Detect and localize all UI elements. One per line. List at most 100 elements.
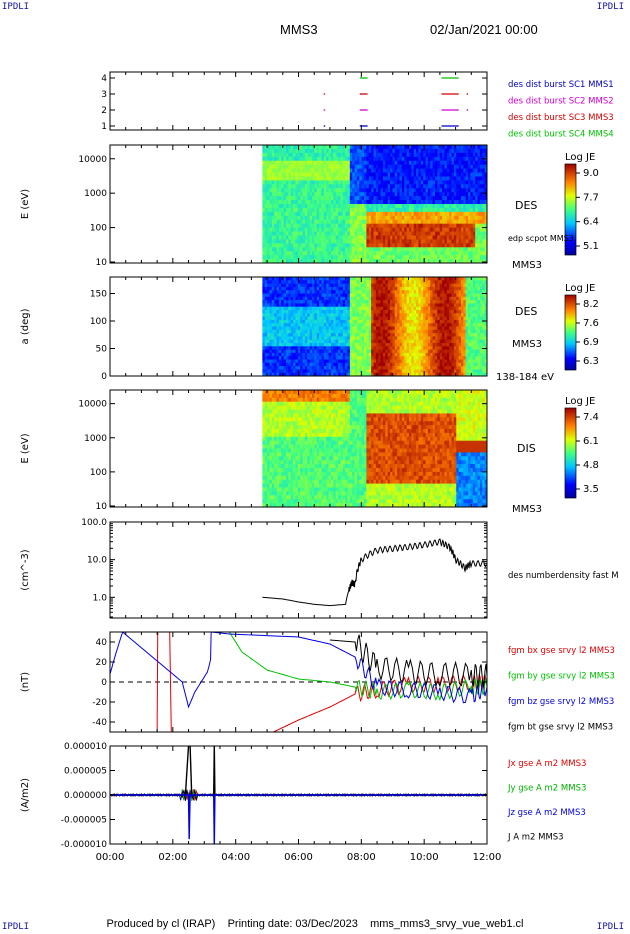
heatmap-cell <box>295 290 299 295</box>
heatmap-cell <box>276 160 280 166</box>
heatmap-cell <box>330 349 334 354</box>
heatmap-cell <box>479 255 483 260</box>
heatmap-cell <box>420 156 424 162</box>
heatmap-cell <box>302 188 306 193</box>
heatmap-cell <box>401 369 405 374</box>
heatmap-cell <box>401 352 405 357</box>
heatmap-cell <box>378 251 382 256</box>
heatmap-cell <box>420 196 424 201</box>
heatmap-cell <box>427 303 431 308</box>
heatmap-cell <box>347 231 351 237</box>
heatmap-cell <box>416 346 420 351</box>
heatmap-cell <box>326 235 330 240</box>
heatmap-cell <box>392 160 396 166</box>
heatmap-cell <box>394 227 398 233</box>
heatmap-cell <box>423 251 427 256</box>
heatmap-cell <box>425 313 429 318</box>
heatmap-cell <box>430 207 434 213</box>
heatmap-cell <box>345 339 349 344</box>
heatmap-cell <box>432 239 436 244</box>
heatmap-cell <box>446 196 450 201</box>
heatmap-cell <box>408 188 412 193</box>
heatmap-cell <box>274 333 278 337</box>
heatmap-cell <box>411 352 415 357</box>
heatmap-cell <box>281 336 285 341</box>
heatmap-cell <box>430 164 434 170</box>
heatmap-cell <box>411 148 415 154</box>
heatmap-cell <box>335 359 339 364</box>
heatmap-cell <box>401 196 405 201</box>
heatmap-cell <box>442 251 446 256</box>
heatmap-cell <box>278 283 282 288</box>
heatmap-cell <box>288 339 292 344</box>
heatmap-cell <box>359 326 363 331</box>
heatmap-cell <box>349 343 353 347</box>
heatmap-cell <box>276 352 280 357</box>
heatmap-cell <box>354 196 358 201</box>
heatmap-cell <box>449 168 453 174</box>
heatmap-cell <box>408 296 412 301</box>
heatmap-cell <box>288 323 292 328</box>
heatmap-cell <box>323 339 327 344</box>
heatmap-cell <box>406 160 410 166</box>
heatmap-cell <box>408 180 412 185</box>
heatmap-cell <box>328 300 332 304</box>
heatmap-cell <box>423 313 427 318</box>
heatmap-cell <box>368 227 372 233</box>
heatmap-cell <box>387 176 391 181</box>
heatmap-cell <box>392 303 396 308</box>
heatmap-cell <box>468 239 472 244</box>
heatmap-cell <box>364 200 368 205</box>
heatmap-cell <box>468 231 472 237</box>
heatmap-cell <box>347 235 351 240</box>
heatmap-cell <box>274 316 278 321</box>
heatmap-cell <box>401 343 405 347</box>
heatmap-cell <box>411 160 415 166</box>
heatmap-cell <box>456 184 460 189</box>
heatmap-cell <box>416 286 420 291</box>
heatmap-cell <box>368 306 372 311</box>
heatmap-cell <box>267 219 271 225</box>
heatmap-cell <box>356 192 360 197</box>
heatmap-cell <box>312 300 315 304</box>
heatmap-cell <box>468 204 472 209</box>
heatmap-cell <box>401 362 405 367</box>
heatmap-cell <box>397 313 401 318</box>
heatmap-cell <box>342 346 346 351</box>
heatmap-cell <box>385 369 389 374</box>
heatmap-cell <box>472 168 476 174</box>
heatmap-cell <box>468 251 472 256</box>
heatmap-cell <box>267 303 271 308</box>
heatmap-cell <box>382 356 386 361</box>
heatmap-cell <box>456 239 460 244</box>
heatmap-cell <box>293 184 297 189</box>
heatmap-cell <box>427 243 431 248</box>
heatmap-cell <box>338 204 341 209</box>
heatmap-cell <box>347 184 351 189</box>
heatmap-cell <box>271 352 275 357</box>
heatmap-cell <box>309 310 313 314</box>
heatmap-cell <box>460 152 464 158</box>
heatmap-cell <box>401 255 405 260</box>
heatmap-cell <box>288 251 292 256</box>
heatmap-cell <box>347 164 351 170</box>
heatmap-cell <box>290 303 294 308</box>
heatmap-cell <box>378 293 382 298</box>
heatmap-cell <box>361 164 365 170</box>
heatmap-cell <box>352 227 356 233</box>
heatmap-cell <box>300 168 304 174</box>
heatmap-cell <box>375 168 379 174</box>
heatmap-cell <box>392 336 396 341</box>
heatmap-cell <box>295 286 299 291</box>
heatmap-cell <box>347 211 351 217</box>
heatmap-cell <box>328 255 332 260</box>
heatmap-cell <box>340 160 344 166</box>
heatmap-cell <box>392 356 396 361</box>
heatmap-cell <box>283 196 287 201</box>
heatmap-cell <box>286 204 289 209</box>
heatmap-cell <box>338 366 341 370</box>
heatmap-cell <box>356 219 360 225</box>
heatmap-cell <box>439 255 443 260</box>
heatmap-cell <box>392 200 396 205</box>
heatmap-cell <box>418 319 422 324</box>
